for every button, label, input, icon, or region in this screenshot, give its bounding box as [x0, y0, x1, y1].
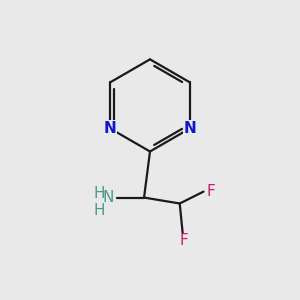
Text: N: N	[104, 121, 116, 136]
Text: F: F	[207, 184, 215, 199]
Text: H: H	[94, 186, 105, 201]
Text: N: N	[103, 190, 114, 205]
Text: F: F	[180, 233, 189, 248]
Text: H: H	[94, 203, 105, 218]
Text: N: N	[184, 121, 196, 136]
